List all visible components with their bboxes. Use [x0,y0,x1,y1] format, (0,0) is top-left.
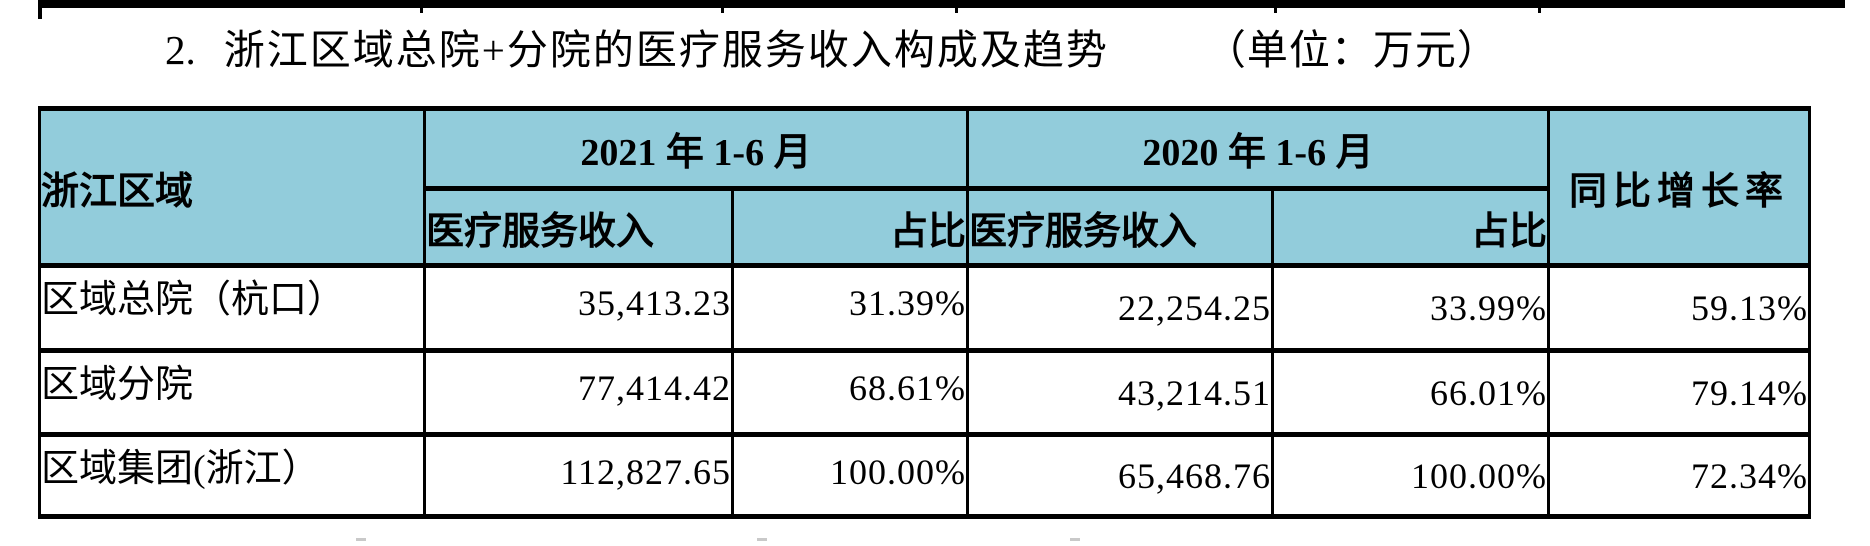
row-label: 区域集团(浙江） [38,432,426,519]
share-2020-cell: 66.01% [1271,348,1550,437]
growth-rate-header: 同比增长率 [1547,106,1811,268]
income-2021-cell: 77,414.42 [423,348,734,437]
previous-table-left-border-stub [38,0,42,19]
revenue-table: 浙江区域 2021 年 1-6 月 2020 年 1-6 月 同比增长率 医疗服… [38,106,1811,519]
income-2020-cell: 22,254.25 [966,263,1274,353]
income-2020-cell: 65,468.76 [966,432,1274,519]
faint-artifact [757,538,767,541]
header-row-measures: 医疗服务收入 占比 医疗服务收入 占比 [40,186,1810,268]
period-2021-header: 2021 年 1-6 月 [423,106,969,191]
growth-cell: 79.14% [1547,348,1811,437]
share-2020-cell: 33.99% [1271,263,1550,353]
section-title-text: 浙江区域总院+分院的医疗服务收入构成及趋势 [223,27,1109,73]
region-header-cell: 浙江区域 [38,106,426,268]
share-2021-cell: 31.39% [731,263,969,353]
share-2021-subheader: 占比 [731,186,969,268]
unit-label: （单位：万元） [1204,27,1499,73]
table-row: 区域总院（杭口） 35,413.23 31.39% 22,254.25 33.9… [38,263,1811,353]
growth-cell: 72.34% [1547,432,1811,519]
table-row: 区域集团(浙江） 112,827.65 100.00% 65,468.76 10… [38,432,1811,519]
faint-artifact [1070,538,1080,541]
income-2020-cell: 43,214.51 [966,348,1274,437]
share-2021-cell: 100.00% [731,432,969,519]
row-label: 区域分院 [38,348,426,437]
faint-artifact [356,538,366,541]
income-2021-subheader: 医疗服务收入 [423,186,734,268]
table-row: 区域分院 77,414.42 68.61% 43,214.51 66.01% 7… [38,348,1811,437]
previous-table-column-border-stub [1538,0,1541,13]
previous-table-bottom-border [38,0,1845,8]
previous-table-column-border-stub [955,0,958,13]
income-2021-cell: 112,827.65 [423,432,734,519]
income-2021-cell: 35,413.23 [423,263,734,353]
share-2020-subheader: 占比 [1271,186,1550,268]
period-2020-header: 2020 年 1-6 月 [966,106,1550,191]
header-row-periods: 浙江区域 2021 年 1-6 月 2020 年 1-6 月 同比增长率 [38,106,1811,268]
previous-table-column-border-stub [721,0,724,13]
share-2020-cell: 100.00% [1271,432,1550,519]
share-2021-cell: 68.61% [731,348,969,437]
previous-table-column-border-stub [420,0,423,13]
income-2020-subheader: 医疗服务收入 [966,186,1274,268]
row-label: 区域总院（杭口） [38,263,426,353]
section-number: 2. [165,27,196,73]
previous-table-column-border-stub [1274,0,1277,13]
growth-cell: 59.13% [1547,263,1811,353]
section-title: 2. 浙江区域总院+分院的医疗服务收入构成及趋势 （单位：万元） [165,24,1499,76]
